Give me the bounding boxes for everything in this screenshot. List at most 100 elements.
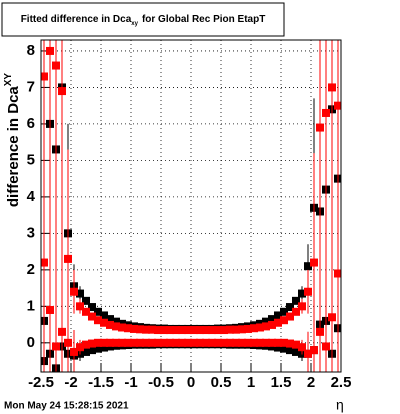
marker <box>124 338 132 347</box>
marker <box>154 326 162 335</box>
marker <box>262 317 270 326</box>
title-box <box>1 2 285 37</box>
x-tick-label: 1.5 <box>271 374 292 391</box>
marker <box>52 342 60 351</box>
marker <box>124 324 132 333</box>
marker <box>268 315 276 324</box>
marker <box>292 340 300 349</box>
marker <box>202 338 210 347</box>
marker <box>88 346 96 355</box>
marker <box>184 326 192 335</box>
y-tick-label: 7 <box>27 78 35 95</box>
marker <box>280 338 288 347</box>
marker <box>82 296 90 305</box>
marker <box>286 339 294 348</box>
marker <box>76 343 84 352</box>
marker <box>160 338 168 347</box>
marker <box>106 338 114 347</box>
marker <box>136 338 144 347</box>
marker <box>202 326 210 335</box>
y-tick-label: 2 <box>27 261 35 278</box>
marker <box>142 338 150 347</box>
marker <box>76 289 84 298</box>
marker <box>112 317 120 326</box>
x-axis-label: η <box>336 397 344 413</box>
marker <box>94 338 102 347</box>
y-tick-label: 5 <box>27 151 35 168</box>
y-label-subscript: XY <box>3 73 14 87</box>
marker <box>262 338 270 347</box>
y-tick-label: 4 <box>27 188 36 205</box>
x-tick-label: -1.5 <box>88 374 114 391</box>
marker <box>238 325 246 334</box>
marker <box>274 311 282 320</box>
x-tick-label: -0.5 <box>148 374 174 391</box>
marker <box>130 324 138 333</box>
marker <box>172 338 180 347</box>
marker <box>286 346 294 355</box>
marker <box>88 303 96 312</box>
marker <box>226 338 234 347</box>
y-tick-label: 8 <box>27 42 35 59</box>
marker <box>178 326 186 335</box>
marker <box>82 307 90 316</box>
marker <box>196 338 204 347</box>
marker <box>292 347 300 356</box>
title-rest: for Global Rec Pion EtapT <box>142 14 265 25</box>
marker <box>196 326 204 335</box>
date-stamp: Mon May 24 15:28:15 2021 <box>4 401 129 412</box>
marker <box>82 340 90 349</box>
marker <box>256 323 264 332</box>
marker <box>250 324 258 333</box>
marker <box>298 302 306 311</box>
y-tick-label: 6 <box>27 115 35 132</box>
marker <box>286 312 294 321</box>
marker <box>64 338 72 347</box>
marker <box>118 338 126 347</box>
x-tick-label: 0 <box>187 374 195 391</box>
x-tick-label: -2.5 <box>28 374 54 391</box>
marker <box>106 320 114 329</box>
marker <box>208 338 216 347</box>
title-subscript: xy <box>131 21 138 27</box>
y-tick-label: 1 <box>27 297 35 314</box>
marker <box>148 325 156 334</box>
marker <box>274 338 282 347</box>
marker <box>76 302 84 311</box>
marker <box>310 346 318 355</box>
marker <box>100 311 108 320</box>
title-text: Fitted difference in Dca <box>21 14 132 25</box>
marker <box>100 338 108 347</box>
marker <box>58 87 66 96</box>
marker <box>298 289 306 298</box>
marker <box>166 326 174 335</box>
marker <box>274 318 282 327</box>
marker <box>100 318 108 327</box>
marker <box>166 338 174 347</box>
y-label-text: difference in Dca <box>5 86 22 208</box>
marker <box>190 326 198 335</box>
x-tick-label: 2 <box>307 374 315 391</box>
marker <box>70 287 78 296</box>
marker <box>46 305 54 314</box>
marker <box>88 312 96 321</box>
marker <box>214 326 222 335</box>
marker <box>220 326 228 335</box>
marker <box>142 325 150 334</box>
marker <box>184 338 192 347</box>
marker <box>304 349 312 358</box>
marker <box>334 269 341 278</box>
x-tick-label: 1 <box>247 374 255 391</box>
marker <box>316 327 324 336</box>
y-axis-label: difference in DcaXY <box>3 73 22 208</box>
y-tick-label: 0 <box>27 334 35 351</box>
x-tick-label: -2 <box>64 374 77 391</box>
chart-title: Fitted difference in Dcaxy for Global Rec… <box>21 14 266 27</box>
marker <box>292 296 300 305</box>
marker <box>136 325 144 334</box>
marker <box>328 313 336 322</box>
marker <box>208 326 216 335</box>
x-tick-label: 0.5 <box>211 374 232 391</box>
marker <box>88 339 96 348</box>
y-tick-label: 3 <box>27 224 35 241</box>
